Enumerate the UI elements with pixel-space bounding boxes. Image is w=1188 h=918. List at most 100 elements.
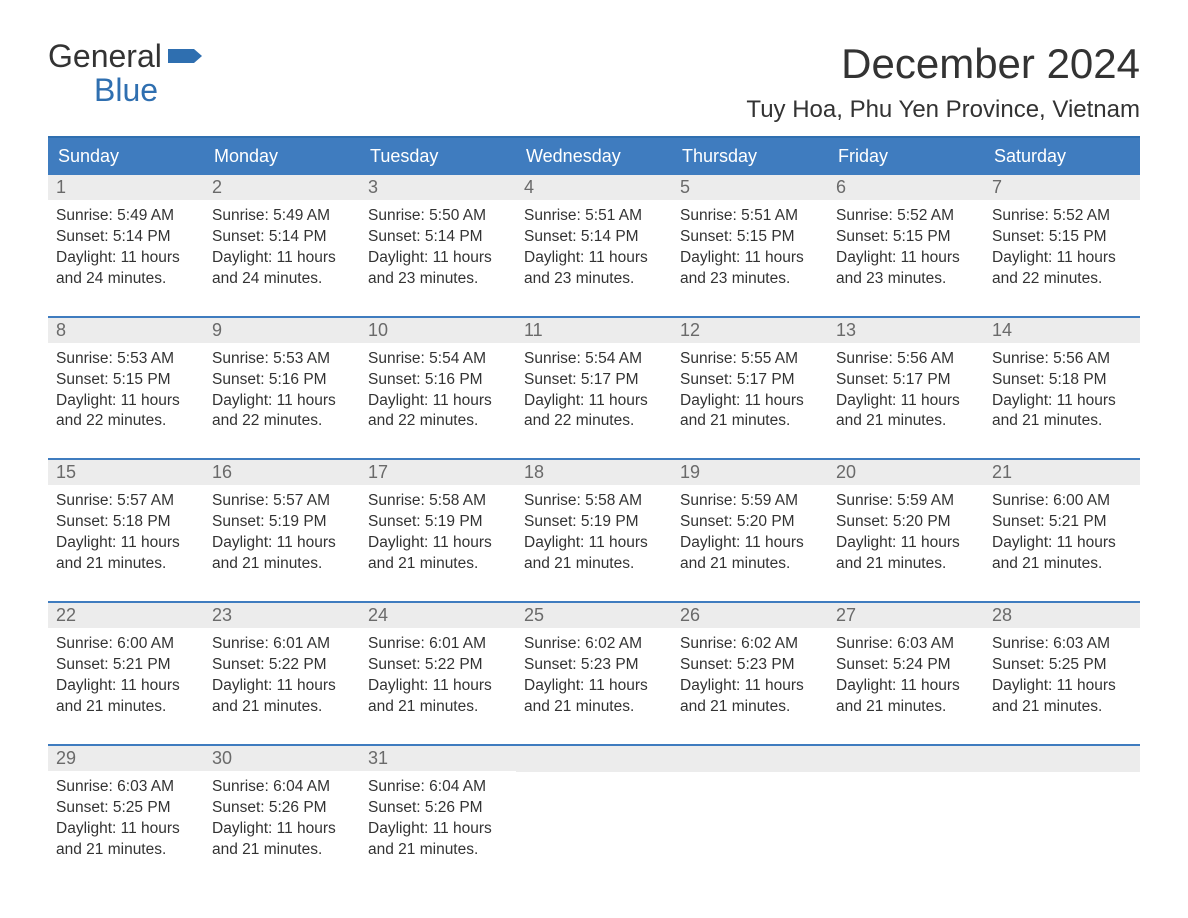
day-details: Sunrise: 5:52 AMSunset: 5:15 PMDaylight:… [984,200,1140,294]
daylight-line: Daylight: 11 hours and 21 minutes. [680,391,820,433]
daylight-line: Daylight: 11 hours and 21 minutes. [368,819,508,861]
day-details: Sunrise: 6:03 AMSunset: 5:24 PMDaylight:… [828,628,984,722]
sunset-line: Sunset: 5:25 PM [992,655,1132,676]
day-number: 16 [204,460,360,485]
sunrise-line: Sunrise: 5:54 AM [368,349,508,370]
day-number: 21 [984,460,1140,485]
sunrise-line: Sunrise: 6:03 AM [56,777,196,798]
sunset-line: Sunset: 5:17 PM [836,370,976,391]
empty-day [516,746,672,772]
day-details: Sunrise: 5:58 AMSunset: 5:19 PMDaylight:… [516,485,672,579]
empty-day [828,746,984,772]
daylight-line: Daylight: 11 hours and 21 minutes. [368,533,508,575]
sunset-line: Sunset: 5:24 PM [836,655,976,676]
sunrise-line: Sunrise: 5:51 AM [524,206,664,227]
daylight-line: Daylight: 11 hours and 24 minutes. [212,248,352,290]
calendar-day-cell: 2Sunrise: 5:49 AMSunset: 5:14 PMDaylight… [204,175,360,294]
day-details: Sunrise: 5:49 AMSunset: 5:14 PMDaylight:… [48,200,204,294]
day-number: 24 [360,603,516,628]
sunrise-line: Sunrise: 6:04 AM [212,777,352,798]
sunrise-line: Sunrise: 5:56 AM [836,349,976,370]
day-details: Sunrise: 5:57 AMSunset: 5:19 PMDaylight:… [204,485,360,579]
day-details: Sunrise: 5:52 AMSunset: 5:15 PMDaylight:… [828,200,984,294]
calendar-day-cell: 5Sunrise: 5:51 AMSunset: 5:15 PMDaylight… [672,175,828,294]
sunrise-line: Sunrise: 6:01 AM [212,634,352,655]
calendar-day-cell: 18Sunrise: 5:58 AMSunset: 5:19 PMDayligh… [516,460,672,579]
day-details: Sunrise: 6:00 AMSunset: 5:21 PMDaylight:… [48,628,204,722]
day-details: Sunrise: 5:54 AMSunset: 5:17 PMDaylight:… [516,343,672,437]
calendar-day-cell [828,746,984,865]
sunset-line: Sunset: 5:14 PM [56,227,196,248]
day-details: Sunrise: 6:02 AMSunset: 5:23 PMDaylight:… [672,628,828,722]
sunrise-line: Sunrise: 5:53 AM [212,349,352,370]
day-number: 18 [516,460,672,485]
calendar-day-cell: 22Sunrise: 6:00 AMSunset: 5:21 PMDayligh… [48,603,204,722]
day-details: Sunrise: 6:01 AMSunset: 5:22 PMDaylight:… [360,628,516,722]
logo-text-1: General [48,40,162,74]
day-number: 15 [48,460,204,485]
day-details: Sunrise: 5:59 AMSunset: 5:20 PMDaylight:… [828,485,984,579]
daylight-line: Daylight: 11 hours and 21 minutes. [836,676,976,718]
sunset-line: Sunset: 5:17 PM [680,370,820,391]
day-details: Sunrise: 5:53 AMSunset: 5:16 PMDaylight:… [204,343,360,437]
day-number: 29 [48,746,204,771]
title-block: December 2024 Tuy Hoa, Phu Yen Province,… [746,40,1140,124]
daylight-line: Daylight: 11 hours and 21 minutes. [524,533,664,575]
sunset-line: Sunset: 5:15 PM [836,227,976,248]
daylight-line: Daylight: 11 hours and 21 minutes. [212,533,352,575]
daylight-line: Daylight: 11 hours and 21 minutes. [56,676,196,718]
sunrise-line: Sunrise: 5:57 AM [56,491,196,512]
day-details: Sunrise: 5:57 AMSunset: 5:18 PMDaylight:… [48,485,204,579]
day-number: 4 [516,175,672,200]
daylight-line: Daylight: 11 hours and 23 minutes. [368,248,508,290]
sunset-line: Sunset: 5:21 PM [992,512,1132,533]
calendar-day-cell: 15Sunrise: 5:57 AMSunset: 5:18 PMDayligh… [48,460,204,579]
month-title: December 2024 [746,40,1140,88]
sunrise-line: Sunrise: 6:00 AM [56,634,196,655]
sunrise-line: Sunrise: 6:00 AM [992,491,1132,512]
calendar-day-cell: 14Sunrise: 5:56 AMSunset: 5:18 PMDayligh… [984,318,1140,437]
daylight-line: Daylight: 11 hours and 21 minutes. [680,533,820,575]
sunrise-line: Sunrise: 5:51 AM [680,206,820,227]
daylight-line: Daylight: 11 hours and 22 minutes. [212,391,352,433]
day-details: Sunrise: 5:56 AMSunset: 5:17 PMDaylight:… [828,343,984,437]
calendar-day-cell: 29Sunrise: 6:03 AMSunset: 5:25 PMDayligh… [48,746,204,865]
weekday-header: Sunday [48,138,204,175]
day-number: 10 [360,318,516,343]
daylight-line: Daylight: 11 hours and 23 minutes. [836,248,976,290]
daylight-line: Daylight: 11 hours and 21 minutes. [836,533,976,575]
day-details: Sunrise: 5:49 AMSunset: 5:14 PMDaylight:… [204,200,360,294]
sunrise-line: Sunrise: 5:57 AM [212,491,352,512]
sunset-line: Sunset: 5:19 PM [524,512,664,533]
sunset-line: Sunset: 5:23 PM [680,655,820,676]
calendar-day-cell: 4Sunrise: 5:51 AMSunset: 5:14 PMDaylight… [516,175,672,294]
day-number: 27 [828,603,984,628]
sunset-line: Sunset: 5:20 PM [680,512,820,533]
sunrise-line: Sunrise: 6:02 AM [524,634,664,655]
daylight-line: Daylight: 11 hours and 22 minutes. [992,248,1132,290]
sunset-line: Sunset: 5:22 PM [368,655,508,676]
calendar-day-cell: 26Sunrise: 6:02 AMSunset: 5:23 PMDayligh… [672,603,828,722]
day-number: 30 [204,746,360,771]
day-number: 12 [672,318,828,343]
day-details: Sunrise: 6:04 AMSunset: 5:26 PMDaylight:… [204,771,360,865]
daylight-line: Daylight: 11 hours and 21 minutes. [836,391,976,433]
sunset-line: Sunset: 5:22 PM [212,655,352,676]
calendar-day-cell: 12Sunrise: 5:55 AMSunset: 5:17 PMDayligh… [672,318,828,437]
sunset-line: Sunset: 5:17 PM [524,370,664,391]
calendar-day-cell: 30Sunrise: 6:04 AMSunset: 5:26 PMDayligh… [204,746,360,865]
day-number: 19 [672,460,828,485]
calendar-day-cell: 27Sunrise: 6:03 AMSunset: 5:24 PMDayligh… [828,603,984,722]
calendar-day-cell: 31Sunrise: 6:04 AMSunset: 5:26 PMDayligh… [360,746,516,865]
day-number: 5 [672,175,828,200]
calendar-day-cell: 3Sunrise: 5:50 AMSunset: 5:14 PMDaylight… [360,175,516,294]
daylight-line: Daylight: 11 hours and 22 minutes. [56,391,196,433]
calendar-day-cell: 24Sunrise: 6:01 AMSunset: 5:22 PMDayligh… [360,603,516,722]
daylight-line: Daylight: 11 hours and 21 minutes. [992,676,1132,718]
calendar-day-cell [516,746,672,865]
logo-text-2: Blue [48,74,202,108]
day-number: 1 [48,175,204,200]
day-number: 11 [516,318,672,343]
weekday-header-row: Sunday Monday Tuesday Wednesday Thursday… [48,138,1140,175]
daylight-line: Daylight: 11 hours and 21 minutes. [992,533,1132,575]
